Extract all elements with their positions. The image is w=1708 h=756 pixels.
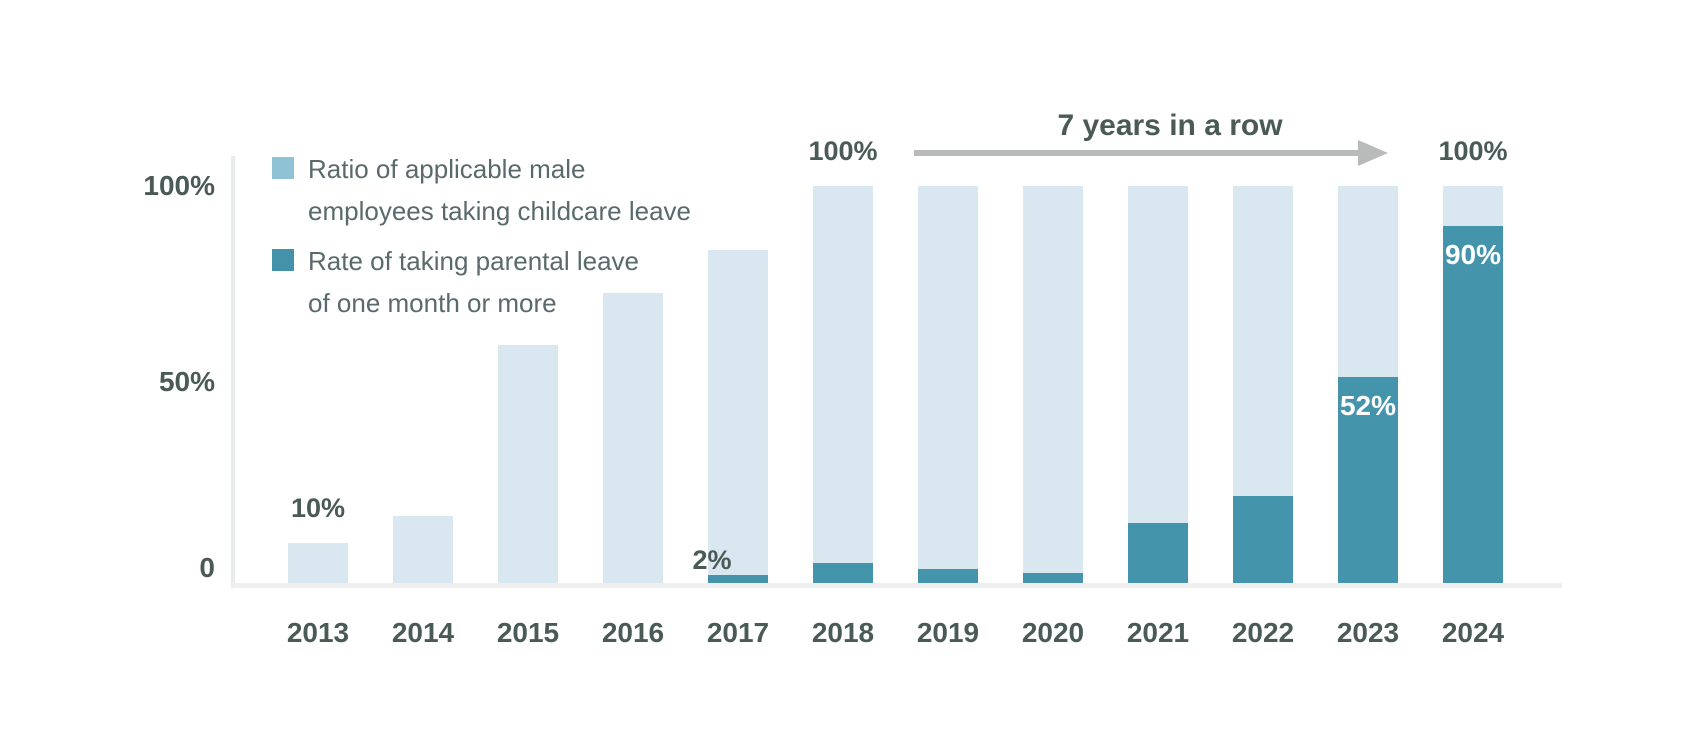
x-tick-2018: 2018 <box>811 617 875 648</box>
x-tick-2017: 2017 <box>706 617 770 648</box>
legend-label-line1: Rate of taking parental leave <box>308 246 639 276</box>
right-arrow-head-icon <box>1358 140 1388 166</box>
value-label-2017-above_dark: 2% <box>692 545 732 575</box>
bar-dark-2019 <box>918 569 978 583</box>
x-tick-2022: 2022 <box>1231 617 1295 648</box>
legend-label-line1: Ratio of applicable male <box>308 154 586 184</box>
legend: Ratio of applicable male employees takin… <box>272 148 691 332</box>
x-tick-2024: 2024 <box>1441 617 1505 648</box>
bar-light-2017 <box>708 250 768 583</box>
legend-label-childcare-leave: Ratio of applicable male employees takin… <box>308 148 691 232</box>
legend-item-parental-leave: Rate of taking parental leave of one mon… <box>272 240 691 324</box>
x-axis-line <box>233 583 1562 588</box>
value-label-2013-above_light: 10% <box>290 493 346 523</box>
x-tick-2014: 2014 <box>391 617 455 648</box>
bar-dark-2021 <box>1128 523 1188 583</box>
bar-dark-2017 <box>708 575 768 583</box>
legend-label-parental-leave: Rate of taking parental leave of one mon… <box>308 240 639 324</box>
bar-light-2021 <box>1128 186 1188 583</box>
bar-light-2014 <box>393 516 453 583</box>
bar-light-2018 <box>813 186 873 583</box>
legend-swatch-light-icon <box>272 157 294 179</box>
bar-dark-2024 <box>1443 226 1503 583</box>
value-label-2023-inside_dark: 52% <box>1339 390 1397 421</box>
right-arrow-icon <box>914 150 1358 156</box>
bar-light-2020 <box>1023 186 1083 583</box>
value-label-2018-above_light: 100% <box>808 136 878 166</box>
value-label-2024-above_light: 100% <box>1438 136 1508 166</box>
x-tick-2019: 2019 <box>916 617 980 648</box>
legend-label-line2: of one month or more <box>308 288 557 318</box>
bar-dark-2023 <box>1338 377 1398 583</box>
legend-swatch-dark-icon <box>272 249 294 271</box>
value-label-2024-inside_dark: 90% <box>1444 239 1502 270</box>
x-tick-2013: 2013 <box>286 617 350 648</box>
y-tick-0: 0 <box>199 552 215 583</box>
x-tick-2021: 2021 <box>1126 617 1190 648</box>
x-tick-2020: 2020 <box>1021 617 1085 648</box>
bar-light-2016 <box>603 293 663 583</box>
y-tick-100: 100% <box>143 170 215 201</box>
bar-light-2013 <box>288 543 348 583</box>
bar-light-2019 <box>918 186 978 583</box>
bar-dark-2020 <box>1023 573 1083 583</box>
x-tick-2023: 2023 <box>1336 617 1400 648</box>
bar-dark-2018 <box>813 563 873 583</box>
bar-dark-2022 <box>1233 496 1293 583</box>
y-tick-50: 50% <box>158 366 215 397</box>
x-tick-2016: 2016 <box>601 617 665 648</box>
x-tick-2015: 2015 <box>496 617 560 648</box>
legend-label-line2: employees taking childcare leave <box>308 196 691 226</box>
legend-item-childcare-leave: Ratio of applicable male employees takin… <box>272 148 691 232</box>
streak-annotation-label: 7 years in a row <box>1057 109 1283 142</box>
y-axis-line <box>231 156 235 588</box>
bar-light-2015 <box>498 345 558 583</box>
